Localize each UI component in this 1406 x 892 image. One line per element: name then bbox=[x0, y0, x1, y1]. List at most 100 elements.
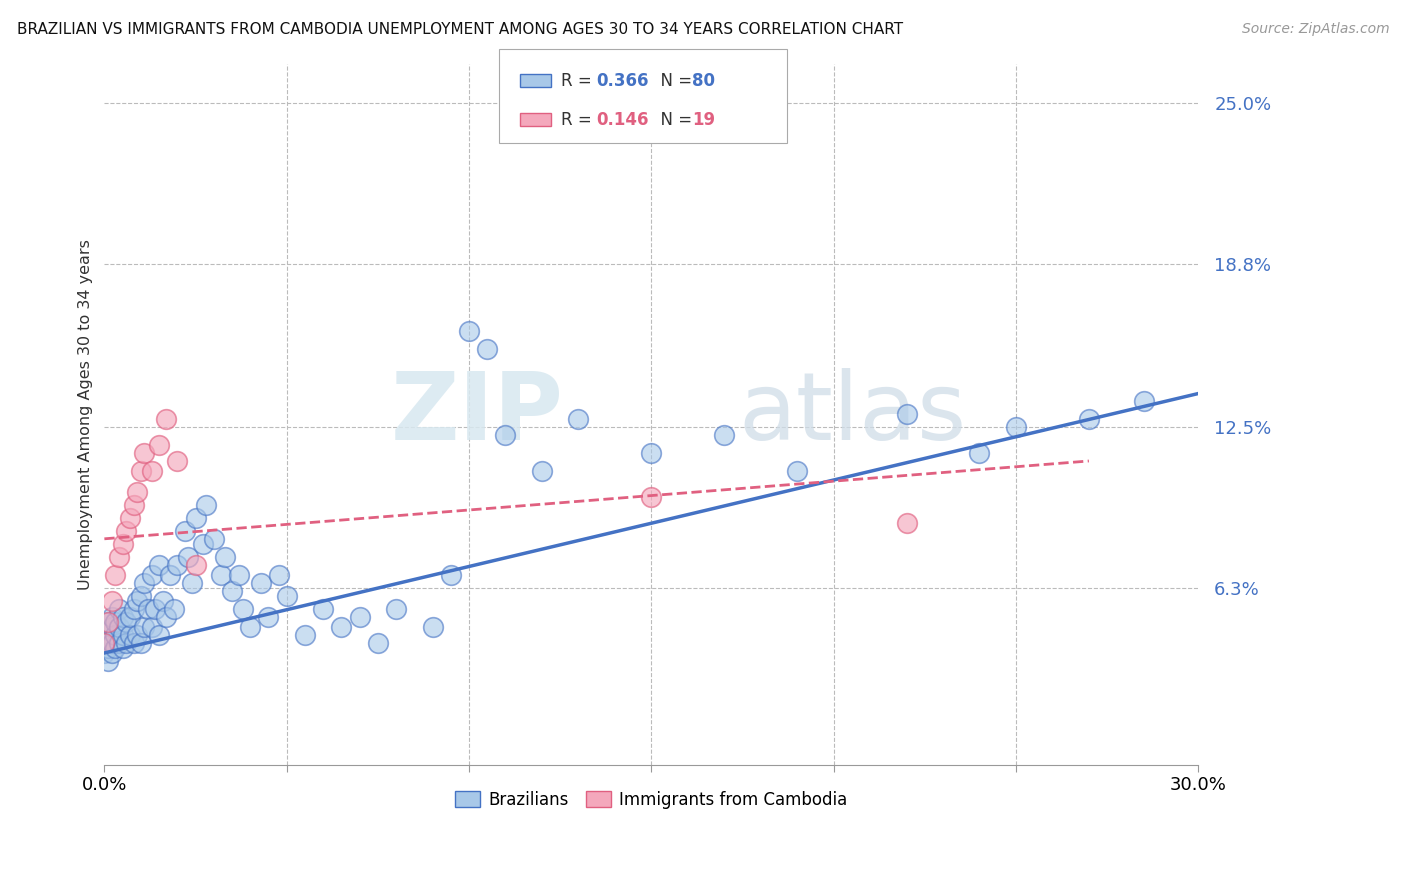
Point bbox=[118, 609, 141, 624]
Point bbox=[180, 575, 202, 590]
Point bbox=[440, 568, 463, 582]
Point bbox=[97, 654, 120, 668]
Point bbox=[111, 609, 134, 624]
Text: N =: N = bbox=[650, 71, 697, 89]
Point bbox=[141, 568, 163, 582]
Point bbox=[1077, 412, 1099, 426]
Point bbox=[221, 583, 243, 598]
Y-axis label: Unemployment Among Ages 30 to 34 years: Unemployment Among Ages 30 to 34 years bbox=[79, 239, 93, 590]
Point bbox=[108, 549, 131, 564]
Point bbox=[122, 498, 145, 512]
Point bbox=[111, 640, 134, 655]
Point bbox=[640, 491, 662, 505]
Point bbox=[312, 602, 335, 616]
Text: atlas: atlas bbox=[738, 368, 967, 460]
Point bbox=[330, 620, 353, 634]
Point bbox=[111, 628, 134, 642]
Point bbox=[530, 464, 553, 478]
Point bbox=[127, 485, 149, 500]
Text: 19: 19 bbox=[692, 111, 714, 128]
Point bbox=[104, 628, 127, 642]
Point bbox=[93, 646, 115, 660]
Point bbox=[100, 609, 122, 624]
Point bbox=[129, 635, 152, 649]
Point bbox=[166, 454, 188, 468]
Point bbox=[155, 609, 177, 624]
Point bbox=[122, 602, 145, 616]
Point bbox=[134, 446, 156, 460]
Point bbox=[148, 558, 170, 572]
Point bbox=[145, 602, 167, 616]
Point bbox=[93, 635, 115, 649]
Point bbox=[177, 549, 200, 564]
Point bbox=[202, 532, 225, 546]
Point bbox=[166, 558, 188, 572]
Point bbox=[118, 628, 141, 642]
Text: N =: N = bbox=[650, 111, 697, 128]
Point bbox=[567, 412, 589, 426]
Point bbox=[214, 549, 236, 564]
Point bbox=[148, 628, 170, 642]
Point bbox=[367, 635, 389, 649]
Point bbox=[100, 635, 122, 649]
Point bbox=[115, 615, 138, 629]
Point bbox=[269, 568, 291, 582]
Point bbox=[152, 594, 174, 608]
Point bbox=[195, 498, 218, 512]
Point bbox=[458, 324, 481, 338]
Text: 80: 80 bbox=[692, 71, 714, 89]
Point bbox=[184, 558, 207, 572]
Point bbox=[129, 464, 152, 478]
Point bbox=[104, 615, 127, 629]
Point bbox=[100, 646, 122, 660]
Point bbox=[713, 428, 735, 442]
Legend: Brazilians, Immigrants from Cambodia: Brazilians, Immigrants from Cambodia bbox=[449, 784, 853, 815]
Point bbox=[141, 620, 163, 634]
Point bbox=[100, 620, 122, 634]
Point bbox=[385, 602, 408, 616]
Point bbox=[97, 632, 120, 647]
Point bbox=[115, 524, 138, 538]
Point bbox=[108, 620, 131, 634]
Point bbox=[155, 412, 177, 426]
Point bbox=[104, 640, 127, 655]
Point bbox=[97, 615, 120, 629]
Point bbox=[129, 589, 152, 603]
Point bbox=[1132, 394, 1154, 409]
Text: 0.366: 0.366 bbox=[596, 71, 648, 89]
Point bbox=[495, 428, 517, 442]
Point bbox=[173, 524, 195, 538]
Point bbox=[97, 640, 120, 655]
Point bbox=[141, 464, 163, 478]
Point bbox=[640, 446, 662, 460]
Point bbox=[108, 635, 131, 649]
Point bbox=[232, 602, 254, 616]
Text: ZIP: ZIP bbox=[391, 368, 564, 460]
Point bbox=[134, 575, 156, 590]
Point bbox=[163, 602, 186, 616]
Point bbox=[134, 620, 156, 634]
Point bbox=[276, 589, 298, 603]
Point bbox=[159, 568, 181, 582]
Point bbox=[1005, 420, 1028, 434]
Point bbox=[97, 615, 120, 629]
Point bbox=[115, 635, 138, 649]
Point bbox=[100, 594, 122, 608]
Point bbox=[118, 511, 141, 525]
Point bbox=[148, 438, 170, 452]
Point bbox=[896, 516, 918, 531]
Point bbox=[422, 620, 444, 634]
Point bbox=[127, 594, 149, 608]
Point bbox=[184, 511, 207, 525]
Point bbox=[896, 407, 918, 421]
Point bbox=[93, 635, 115, 649]
Text: R =: R = bbox=[561, 111, 598, 128]
Point bbox=[127, 628, 149, 642]
Point bbox=[191, 537, 214, 551]
Point bbox=[969, 446, 991, 460]
Text: R =: R = bbox=[561, 71, 598, 89]
Point bbox=[111, 537, 134, 551]
Text: Source: ZipAtlas.com: Source: ZipAtlas.com bbox=[1241, 22, 1389, 37]
Point bbox=[294, 628, 316, 642]
Text: 0.146: 0.146 bbox=[596, 111, 648, 128]
